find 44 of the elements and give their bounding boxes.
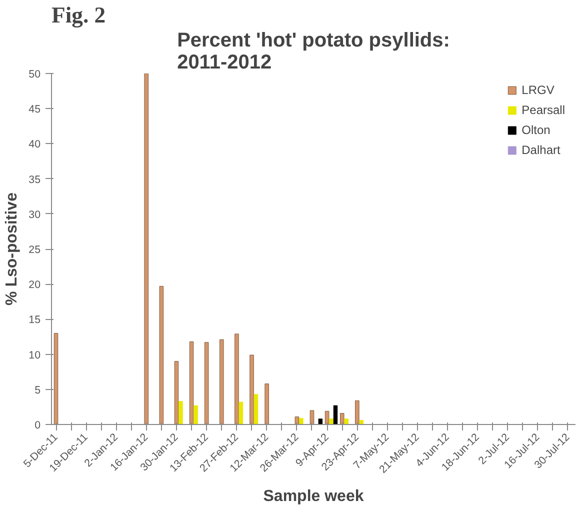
bar: [299, 418, 304, 424]
legend-label: Olton: [522, 123, 550, 137]
bar: [220, 339, 224, 424]
y-axis-title: % Lso-positive: [4, 192, 21, 306]
bar: [174, 361, 179, 424]
bar: [250, 354, 254, 424]
bar: [194, 405, 198, 424]
bar: [344, 418, 348, 424]
y-tick-label: 10: [28, 349, 41, 362]
y-tick-label: 5: [34, 384, 41, 396]
bar: [144, 74, 148, 424]
bar: [54, 332, 58, 424]
legend-label: Dalhart: [522, 143, 560, 157]
bar: [333, 405, 338, 424]
y-tick-label: 20: [28, 279, 41, 292]
y-tick-label: 50: [28, 68, 41, 80]
chart-title: Percent 'hot' potato psyllids: 2011-2012: [177, 30, 450, 74]
bar: [294, 416, 300, 424]
legend-label: Pearsall: [522, 103, 565, 117]
x-axis-title: Sample week: [263, 488, 364, 505]
y-tick-label: 25: [28, 244, 41, 256]
caption: Fig. 2: [52, 2, 106, 28]
bar: [359, 420, 364, 424]
bar: [310, 410, 314, 424]
bar: [159, 286, 164, 424]
y-tick-label: 15: [28, 314, 41, 326]
y-tick-label: 30: [28, 208, 41, 221]
bar: [264, 384, 269, 424]
y-tick-label: 45: [28, 104, 41, 116]
bar: [340, 413, 344, 424]
y-tick-label: 35: [28, 174, 41, 186]
y-tick-label: 0: [34, 420, 41, 432]
bar: [318, 418, 323, 424]
bar: [324, 410, 330, 424]
bar: [238, 402, 244, 424]
y-tick-label: 40: [28, 138, 41, 151]
bar: [204, 342, 209, 424]
bar: [355, 400, 360, 424]
legend-label: LRGV: [522, 83, 554, 97]
bar: [189, 341, 194, 424]
bar: [178, 401, 183, 424]
bar: [329, 418, 334, 424]
bar: [254, 394, 258, 424]
bar: [234, 334, 239, 424]
